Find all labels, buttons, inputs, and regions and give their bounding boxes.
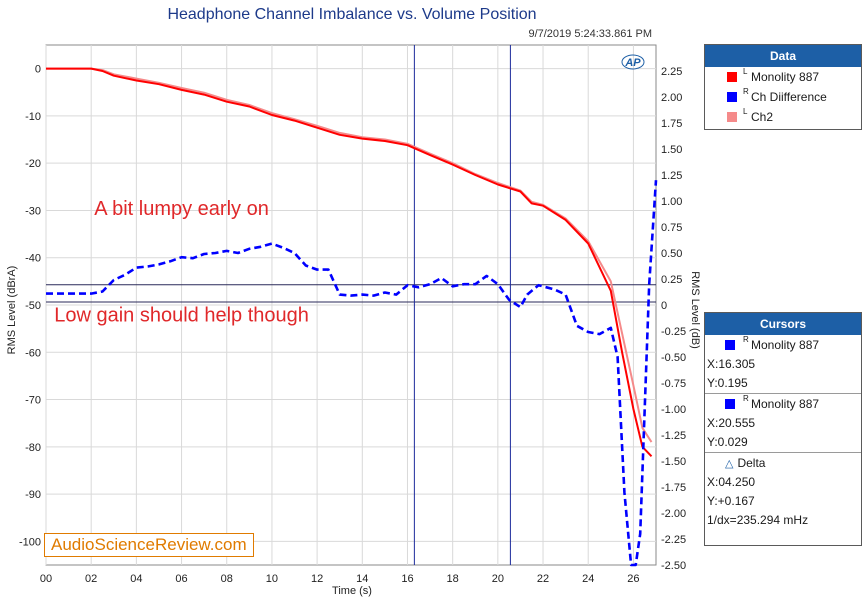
legend-item[interactable]: L Ch2 (705, 107, 861, 127)
series-ch2 (46, 67, 653, 443)
watermark: AudioScienceReview.com (44, 533, 254, 557)
x-tick-label: 24 (582, 573, 594, 585)
legend-channel: L (743, 67, 748, 76)
y2-tick-label: 0.25 (661, 274, 682, 286)
x-tick-label: 04 (130, 573, 142, 585)
y2-tick-label: 1.75 (661, 118, 682, 130)
annotation-lumpy: A bit lumpy early on (94, 198, 269, 220)
y2-tick-label: -0.25 (661, 326, 686, 338)
annotation-gain: Low gain should help though (54, 305, 309, 327)
series-monolity-887 (46, 67, 653, 457)
legend-title: Data (705, 45, 861, 67)
y-tick-label: 0 (35, 64, 41, 76)
y-tick-label: -70 (25, 395, 41, 407)
y2-tick-label: 1.50 (661, 144, 682, 156)
cursor-2-y: Y:0.029 (707, 435, 748, 449)
y-axis-label: RMS Level (dBrA) (6, 266, 18, 355)
x-tick-label: 18 (447, 573, 459, 585)
y2-tick-label: -1.00 (661, 404, 686, 416)
y-tick-label: -60 (25, 347, 41, 359)
ap-logo: AP (624, 57, 641, 69)
delta-label: Delta (737, 456, 766, 470)
delta-y: Y:+0.167 (707, 494, 755, 508)
delta-icon: △ (725, 458, 734, 470)
axes: 00 02 04 06 08 10 12 14 16 18 20 22 24 26 0 -10 -20 -30 -4… (19, 64, 686, 585)
legend-channel: L (743, 107, 748, 116)
chart-title: Headphone Channel Imbalance vs. Volume P… (167, 6, 536, 23)
legend-swatch (727, 72, 737, 82)
annotations: A bit lumpy early on Low gain should help… (54, 198, 309, 326)
y2-tick-label: -2.25 (661, 534, 686, 546)
series (46, 67, 658, 567)
x-tick-label: 00 (40, 573, 52, 585)
cursor-1-swatch (725, 340, 735, 350)
delta-block: △ Delta X:04.250 Y:+0.167 1/dx=235.294 mH… (705, 452, 861, 530)
legend-label: Ch Diifference (751, 90, 827, 104)
x-tick-label: 14 (356, 573, 368, 585)
y2-tick-label: 0.75 (661, 222, 682, 234)
y2-tick-label: 1.25 (661, 170, 682, 182)
cursors-panel: Cursors R Monolity 887 X:16.305 Y:0.195 … (704, 312, 862, 546)
legend-swatch (727, 112, 737, 122)
grid (45, 44, 657, 566)
y2-axis-label: RMS Level (dB) (689, 271, 701, 349)
y-tick-label: -30 (25, 205, 41, 217)
x-tick-label: 12 (311, 573, 323, 585)
y-tick-label: -80 (25, 442, 41, 454)
series-ch-diifference (46, 180, 658, 567)
cursor-1-y: Y:0.195 (707, 376, 748, 390)
reference-lines (46, 45, 656, 565)
cursor-2-swatch (725, 399, 735, 409)
y-tick-label: -10 (25, 111, 41, 123)
delta-inverse: 1/dx=235.294 mHz (707, 513, 809, 527)
y2-tick-label: 1.00 (661, 196, 682, 208)
x-tick-label: 08 (221, 573, 233, 585)
ap-logo-ring (621, 54, 645, 70)
x-tick-label: 06 (175, 573, 187, 585)
y-tick-label: -100 (19, 536, 41, 548)
x-tick-label: 16 (401, 573, 413, 585)
legend-items: L Monolity 887 R Ch Diifference L Ch2 (705, 67, 861, 127)
y2-tick-label: 0.50 (661, 248, 682, 260)
y2-tick-label: -1.50 (661, 456, 686, 468)
cursor-1-channel: R (743, 335, 749, 344)
cursor-1[interactable]: R Monolity 887 X:16.305 Y:0.195 (705, 335, 861, 393)
cursor-2[interactable]: R Monolity 887 X:20.555 Y:0.029 (705, 393, 861, 452)
y2-tick-label: 2.00 (661, 92, 682, 104)
y-tick-label: -40 (25, 253, 41, 265)
y-tick-label: -20 (25, 158, 41, 170)
delta-x: X:04.250 (707, 475, 756, 489)
y2-tick-label: -1.25 (661, 430, 686, 442)
x-tick-label: 10 (266, 573, 278, 585)
y2-tick-label: 0 (661, 300, 667, 312)
timestamp: 9/7/2019 5:24:33.861 PM (528, 28, 652, 40)
legend-swatch (727, 92, 737, 102)
legend-item[interactable]: R Ch Diifference (705, 87, 861, 107)
cursors-title: Cursors (705, 313, 861, 335)
x-tick-label: 26 (627, 573, 639, 585)
y2-tick-label: -1.75 (661, 482, 686, 494)
cursor-2-name: Monolity 887 (751, 397, 820, 411)
x-tick-label: 20 (492, 573, 504, 585)
cursor-2-channel: R (743, 394, 749, 403)
y2-tick-label: -2.00 (661, 508, 686, 520)
y2-tick-label: -2.50 (661, 560, 686, 572)
legend-panel: Data L Monolity 887 R Ch Diifference L Ch2 (704, 44, 862, 130)
legend-item[interactable]: L Monolity 887 (705, 67, 861, 87)
x-tick-label: 02 (85, 573, 97, 585)
y2-tick-label: 2.25 (661, 66, 682, 78)
y-tick-label: -50 (25, 300, 41, 312)
legend-label: Ch2 (751, 110, 774, 124)
cursor-2-x: X:20.555 (707, 416, 756, 430)
x-axis-label: Time (s) (332, 585, 372, 597)
legend-channel: R (743, 87, 749, 96)
y-tick-label: -90 (25, 489, 41, 501)
cursor-1-name: Monolity 887 (751, 338, 820, 352)
y2-tick-label: -0.50 (661, 352, 686, 364)
legend-label: Monolity 887 (751, 70, 820, 84)
x-tick-label: 22 (537, 573, 549, 585)
cursor-1-x: X:16.305 (707, 357, 756, 371)
y2-tick-label: -0.75 (661, 378, 686, 390)
